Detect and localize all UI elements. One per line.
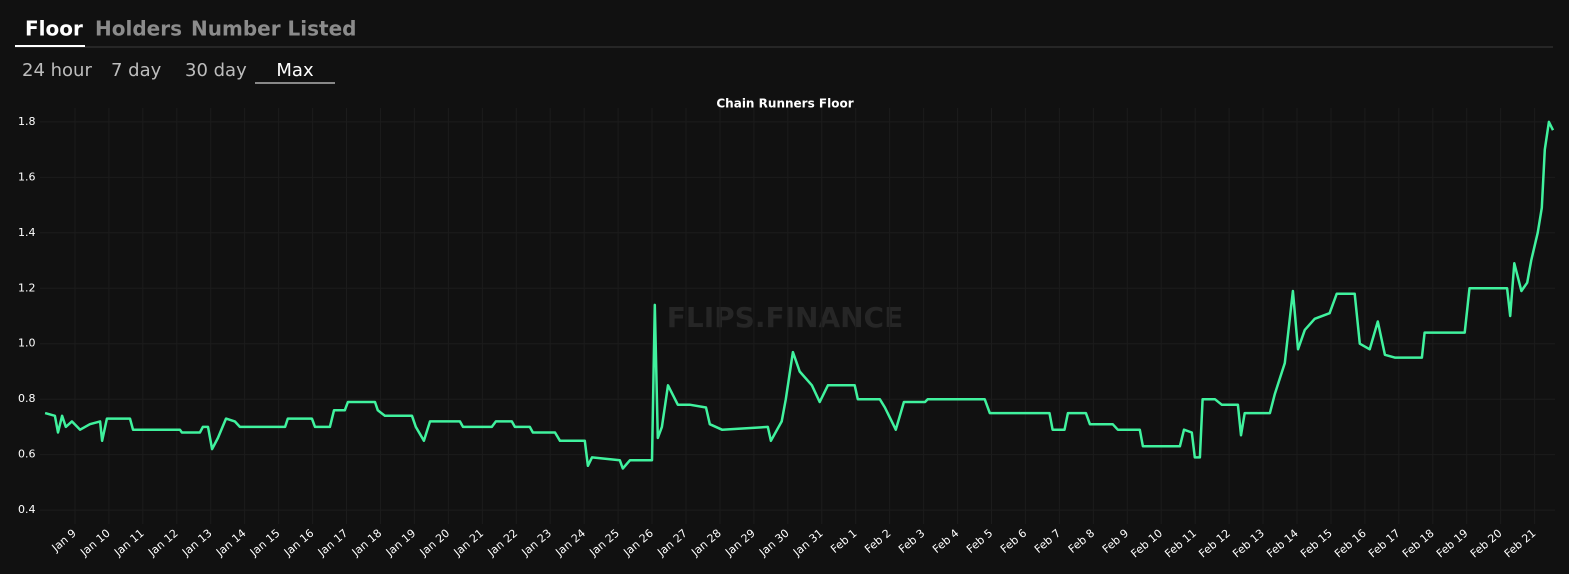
x-tick-label: Feb 16: [1332, 527, 1369, 561]
range-24h[interactable]: 24 hour: [22, 60, 92, 81]
x-tick-label: Feb 11: [1162, 527, 1199, 561]
x-tick-label: Jan 11: [111, 527, 147, 560]
x-tick-label: Feb 20: [1468, 527, 1505, 561]
range-7d[interactable]: 7 day: [111, 60, 162, 81]
x-tick-label: Jan 9: [49, 527, 79, 555]
y-tick-label: 0.8: [18, 392, 36, 405]
range-30d[interactable]: 30 day: [185, 60, 247, 81]
x-tick-label: Feb 1: [828, 527, 859, 556]
watermark: FLIPS.FINANCE: [667, 301, 903, 334]
x-tick-label: Jan 24: [552, 527, 588, 560]
x-tick-label: Jan 20: [417, 527, 453, 560]
y-tick-label: 1.4: [18, 226, 36, 239]
x-tick-label: Jan 31: [790, 527, 826, 560]
x-tick-label: Jan 27: [654, 527, 690, 560]
x-tick-label: Jan 29: [722, 527, 758, 560]
x-tick-label: Jan 23: [519, 527, 555, 560]
x-tick-label: Feb 14: [1264, 527, 1301, 561]
range-max[interactable]: Max: [276, 60, 314, 81]
y-tick-label: 1.8: [18, 115, 36, 128]
x-tick-label: Jan 16: [281, 527, 317, 560]
x-tick-label: Jan 25: [586, 527, 622, 560]
y-tick-label: 1.2: [18, 281, 36, 294]
x-tick-label: Jan 28: [688, 527, 724, 560]
chart-title: Chain Runners Floor: [716, 97, 853, 111]
x-tick-label: Feb 6: [998, 527, 1029, 556]
y-tick-label: 0.4: [18, 503, 36, 516]
x-tick-label: Jan 17: [315, 527, 351, 560]
x-tick-label: Feb 2: [862, 527, 893, 556]
x-tick-label: Jan 13: [179, 527, 215, 560]
x-tick-label: Jan 19: [383, 527, 419, 560]
tab-number-listed[interactable]: Number Listed: [191, 17, 356, 41]
tab-holders[interactable]: Holders: [95, 17, 182, 41]
x-tick-label: Jan 30: [756, 527, 792, 560]
x-tick-label: Feb 17: [1366, 527, 1403, 561]
y-tick-label: 1.6: [18, 170, 36, 183]
tab-floor[interactable]: Floor: [25, 17, 83, 41]
x-tick-label: Feb 7: [1032, 527, 1063, 556]
x-tick-label: Feb 10: [1128, 527, 1165, 561]
x-tick-label: Jan 10: [77, 527, 113, 560]
x-tick-label: Feb 13: [1230, 527, 1267, 561]
x-tick-label: Feb 4: [930, 527, 961, 556]
x-tick-label: Feb 21: [1502, 527, 1539, 561]
x-tick-label: Feb 9: [1100, 527, 1131, 556]
x-tick-label: Jan 26: [620, 527, 656, 560]
price-line: [44, 120, 1555, 470]
x-tick-label: Jan 18: [349, 527, 385, 560]
x-tick-label: Feb 8: [1066, 527, 1097, 556]
x-tick-label: Jan 15: [247, 527, 283, 560]
x-tick-label: Jan 14: [213, 527, 249, 560]
x-tick-label: Feb 3: [896, 527, 927, 556]
y-tick-label: 1.0: [18, 337, 36, 350]
y-tick-label: 0.6: [18, 448, 36, 461]
x-tick-label: Jan 22: [485, 527, 521, 560]
x-tick-label: Jan 21: [451, 527, 487, 560]
x-tick-label: Feb 19: [1434, 527, 1471, 561]
x-tick-label: Feb 15: [1298, 527, 1335, 561]
x-tick-label: Feb 5: [964, 527, 995, 556]
x-tick-label: Feb 12: [1196, 527, 1233, 561]
x-tick-label: Feb 18: [1400, 527, 1437, 561]
x-tick-label: Jan 12: [145, 527, 181, 560]
